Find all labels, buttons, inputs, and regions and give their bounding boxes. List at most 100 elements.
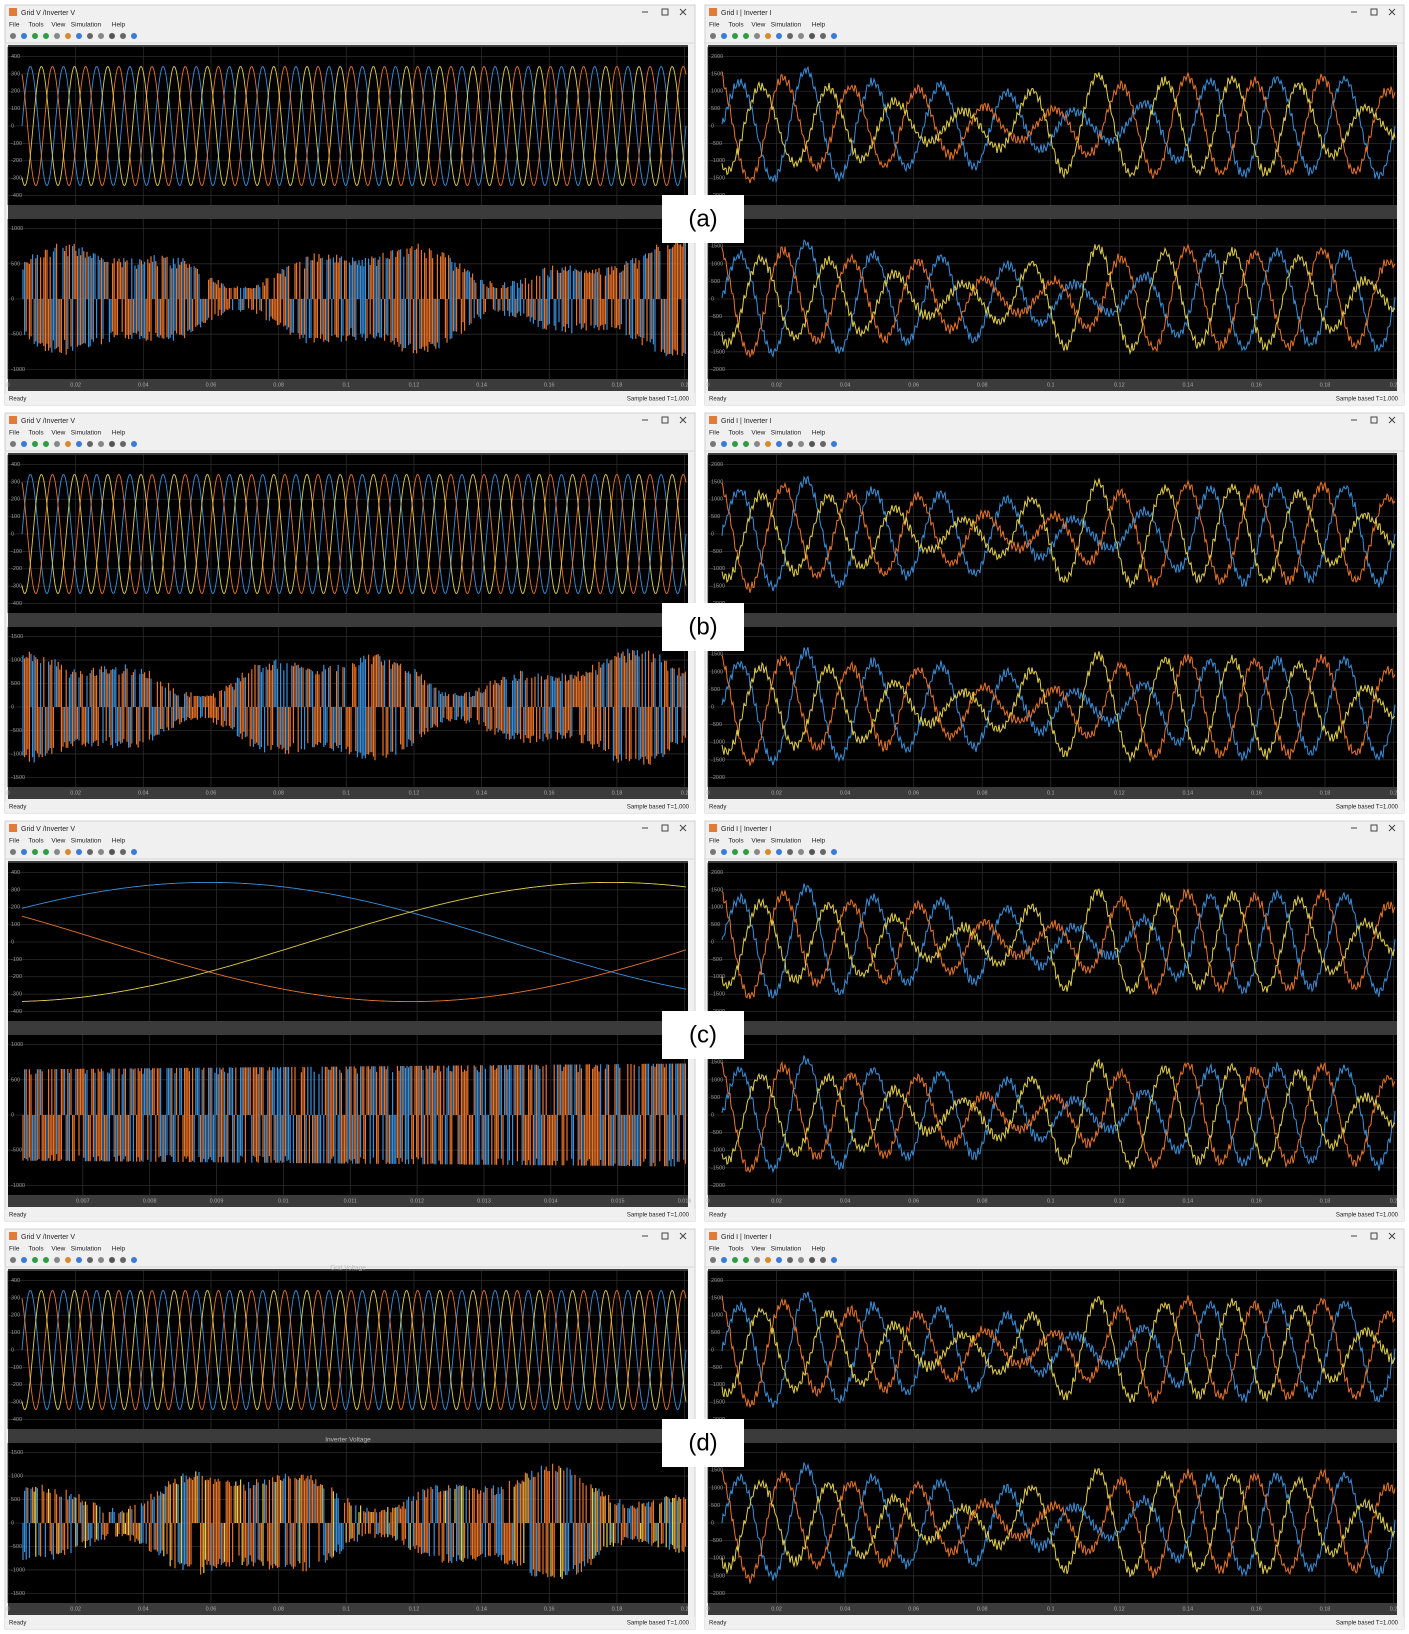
toolbar-button[interactable] — [721, 1257, 727, 1263]
toolbar-button[interactable] — [120, 849, 126, 855]
toolbar-button[interactable] — [54, 441, 60, 447]
menu-item[interactable]: File — [9, 1246, 20, 1253]
toolbar-button[interactable] — [732, 441, 738, 447]
toolbar-button[interactable] — [754, 1257, 760, 1263]
toolbar-button[interactable] — [76, 441, 82, 447]
menu-item[interactable]: Simulation — [71, 1246, 102, 1253]
toolbar-button[interactable] — [32, 441, 38, 447]
toolbar-button[interactable] — [831, 33, 837, 39]
toolbar-button[interactable] — [109, 33, 115, 39]
toolbar-button[interactable] — [76, 1257, 82, 1263]
toolbar-button[interactable] — [765, 1257, 771, 1263]
toolbar-button[interactable] — [743, 441, 749, 447]
toolbar-button[interactable] — [743, 849, 749, 855]
toolbar-button[interactable] — [721, 849, 727, 855]
toolbar-button[interactable] — [732, 33, 738, 39]
toolbar-button[interactable] — [776, 1257, 782, 1263]
toolbar-button[interactable] — [765, 849, 771, 855]
toolbar-button[interactable] — [65, 1257, 71, 1263]
menu-item[interactable]: Help — [112, 838, 126, 845]
toolbar-button[interactable] — [710, 849, 716, 855]
toolbar-button[interactable] — [65, 849, 71, 855]
toolbar-button[interactable] — [21, 1257, 27, 1263]
menu-item[interactable]: Simulation — [71, 430, 102, 437]
toolbar-button[interactable] — [109, 441, 115, 447]
toolbar-button[interactable] — [776, 441, 782, 447]
menu-item[interactable]: Help — [112, 1246, 126, 1253]
toolbar-button[interactable] — [87, 849, 93, 855]
menu-item[interactable]: Tools — [28, 22, 44, 29]
menu-item[interactable]: Tools — [728, 1246, 744, 1253]
toolbar-button[interactable] — [754, 441, 760, 447]
toolbar-button[interactable] — [787, 1257, 793, 1263]
menu-item[interactable]: Simulation — [771, 22, 802, 29]
toolbar-button[interactable] — [131, 849, 137, 855]
toolbar-button[interactable] — [54, 849, 60, 855]
toolbar-button[interactable] — [754, 849, 760, 855]
menu-item[interactable]: View — [51, 22, 65, 29]
menu-item[interactable]: View — [751, 838, 765, 845]
toolbar-button[interactable] — [798, 33, 804, 39]
toolbar-button[interactable] — [809, 849, 815, 855]
menu-item[interactable]: Tools — [28, 1246, 44, 1253]
toolbar-button[interactable] — [732, 849, 738, 855]
toolbar-button[interactable] — [120, 441, 126, 447]
toolbar-button[interactable] — [131, 1257, 137, 1263]
menu-item[interactable]: File — [709, 430, 720, 437]
toolbar-button[interactable] — [710, 1257, 716, 1263]
toolbar-button[interactable] — [10, 1257, 16, 1263]
toolbar-button[interactable] — [43, 33, 49, 39]
toolbar-button[interactable] — [54, 33, 60, 39]
toolbar-button[interactable] — [21, 849, 27, 855]
toolbar-button[interactable] — [787, 33, 793, 39]
toolbar-button[interactable] — [820, 441, 826, 447]
toolbar-button[interactable] — [10, 441, 16, 447]
toolbar-button[interactable] — [809, 33, 815, 39]
toolbar-button[interactable] — [820, 33, 826, 39]
toolbar-button[interactable] — [765, 33, 771, 39]
toolbar-button[interactable] — [732, 1257, 738, 1263]
toolbar-button[interactable] — [776, 33, 782, 39]
toolbar-button[interactable] — [721, 33, 727, 39]
toolbar-button[interactable] — [754, 33, 760, 39]
toolbar-button[interactable] — [98, 1257, 104, 1263]
toolbar-button[interactable] — [32, 849, 38, 855]
menu-item[interactable]: Simulation — [771, 430, 802, 437]
toolbar-button[interactable] — [87, 33, 93, 39]
toolbar-button[interactable] — [76, 33, 82, 39]
menu-item[interactable]: File — [9, 430, 20, 437]
toolbar-button[interactable] — [831, 441, 837, 447]
toolbar-button[interactable] — [131, 33, 137, 39]
menu-item[interactable]: Help — [812, 1246, 826, 1253]
toolbar-button[interactable] — [831, 849, 837, 855]
menu-item[interactable]: Tools — [28, 838, 44, 845]
menu-item[interactable]: File — [9, 838, 20, 845]
menu-item[interactable]: Tools — [728, 22, 744, 29]
menu-item[interactable]: View — [51, 430, 65, 437]
toolbar-button[interactable] — [743, 33, 749, 39]
toolbar-button[interactable] — [765, 441, 771, 447]
toolbar-button[interactable] — [21, 441, 27, 447]
menu-item[interactable]: View — [51, 838, 65, 845]
menu-item[interactable]: View — [751, 1246, 765, 1253]
menu-item[interactable]: File — [709, 1246, 720, 1253]
toolbar-button[interactable] — [109, 849, 115, 855]
toolbar-button[interactable] — [710, 441, 716, 447]
toolbar-button[interactable] — [54, 1257, 60, 1263]
toolbar-button[interactable] — [721, 441, 727, 447]
toolbar-button[interactable] — [787, 441, 793, 447]
menu-item[interactable]: Simulation — [771, 838, 802, 845]
menu-item[interactable]: Help — [812, 838, 826, 845]
menu-item[interactable]: Simulation — [771, 1246, 802, 1253]
toolbar-button[interactable] — [820, 849, 826, 855]
menu-item[interactable]: File — [709, 22, 720, 29]
menu-item[interactable]: Tools — [728, 430, 744, 437]
toolbar-button[interactable] — [76, 849, 82, 855]
toolbar-button[interactable] — [710, 33, 716, 39]
menu-item[interactable]: Simulation — [71, 838, 102, 845]
toolbar-button[interactable] — [798, 849, 804, 855]
menu-item[interactable]: Tools — [728, 838, 744, 845]
menu-item[interactable]: View — [751, 22, 765, 29]
menu-item[interactable]: Help — [112, 22, 126, 29]
menu-item[interactable]: Help — [812, 22, 826, 29]
